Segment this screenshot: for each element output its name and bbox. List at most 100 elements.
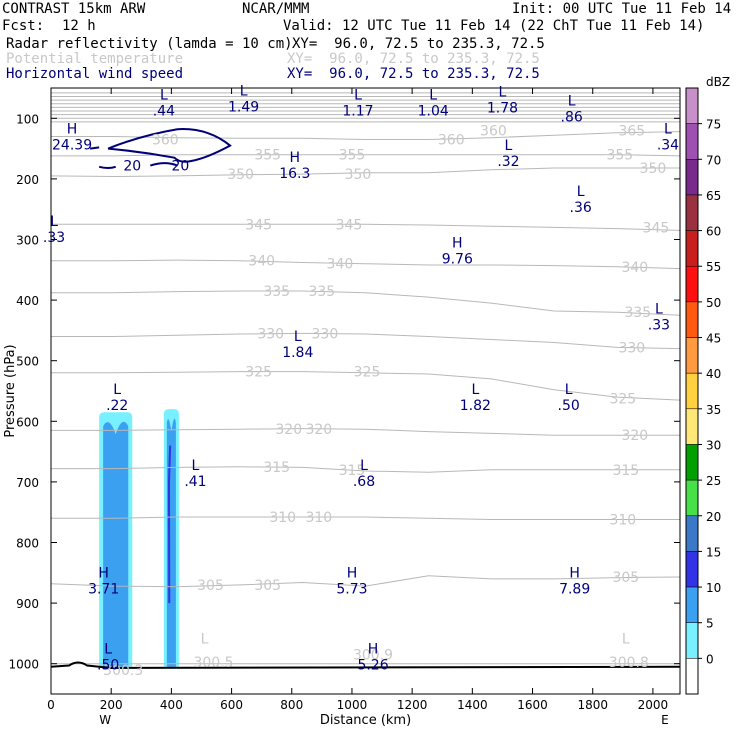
colorbar-label: 5 bbox=[706, 617, 714, 631]
colorbar-label: 10 bbox=[706, 581, 721, 595]
colorbar-label: 55 bbox=[706, 260, 721, 274]
theta-label: 310 bbox=[609, 512, 636, 528]
wind-extremum-value: .32 bbox=[497, 154, 519, 170]
theta-label: 335 bbox=[624, 305, 651, 321]
colorbar-segment bbox=[685, 194, 699, 231]
theta-label: 365 bbox=[618, 123, 645, 139]
theta-label: 305 bbox=[254, 578, 281, 594]
y-tick-label: 900 bbox=[16, 597, 39, 611]
wind-extremum-type: L bbox=[499, 85, 507, 101]
wind-contour-20 bbox=[107, 128, 232, 163]
wind-extremum-value: .68 bbox=[353, 474, 375, 490]
wind-extremum-type: L bbox=[664, 122, 672, 138]
colorbar-unit: dBZ bbox=[706, 75, 730, 89]
wind-extremum-type: H bbox=[347, 566, 358, 582]
x-tick-label: 400 bbox=[160, 698, 183, 712]
theta-contour bbox=[50, 575, 681, 588]
y-tick-label: 700 bbox=[16, 476, 39, 490]
theta-label: 325 bbox=[354, 365, 381, 381]
wind-extremum-type: H bbox=[452, 235, 463, 251]
wind-extremum-value: 1.84 bbox=[282, 345, 313, 361]
colorbar-segment bbox=[685, 372, 699, 410]
valid-time: Valid: 12 UTC Tue 11 Feb 14 (22 ChT Tue … bbox=[283, 18, 705, 34]
theta-label: 330 bbox=[257, 326, 284, 342]
theta-contour bbox=[51, 428, 680, 436]
wind-extremum-type: H bbox=[290, 150, 301, 166]
colorbar-label: 30 bbox=[706, 438, 721, 452]
theta-extremum: L bbox=[201, 632, 209, 648]
field-3-xy: XY= 96.0, 72.5 to 235.3, 72.5 bbox=[287, 66, 540, 82]
wind-extremum-value: 1.04 bbox=[418, 104, 449, 120]
theta-label: 350 bbox=[227, 167, 254, 183]
wind-extremum-value: 16.3 bbox=[279, 166, 310, 182]
wind-extremum-type: L bbox=[240, 83, 248, 99]
theta-label: 305 bbox=[612, 570, 639, 586]
y-tick-label: 100 bbox=[16, 112, 39, 126]
wind-extremum-value: .22 bbox=[106, 398, 128, 414]
wind-extremum-type: L bbox=[568, 94, 576, 110]
field-1-xy: XY= 96.0, 72.5 to 235.3, 72.5 bbox=[292, 36, 545, 52]
theta-label: 345 bbox=[245, 217, 272, 233]
colorbar-label: 20 bbox=[706, 510, 721, 524]
theta-label: 335 bbox=[263, 284, 290, 300]
wind-extremum-value: .34 bbox=[657, 138, 679, 154]
theta-label: 355 bbox=[254, 148, 281, 164]
wind-extremum-value: 5.73 bbox=[336, 582, 367, 598]
x-tick-label: 2000 bbox=[638, 698, 669, 712]
theta-contour bbox=[51, 466, 680, 473]
forecast-label: Fcst: bbox=[2, 18, 45, 34]
theta-label: 325 bbox=[609, 391, 636, 407]
theta-label: 300.5 bbox=[193, 655, 233, 671]
wind-extremum-type: L bbox=[50, 214, 58, 230]
wind-extremum-value: 24.39 bbox=[52, 138, 92, 154]
colorbar-segment bbox=[685, 123, 699, 160]
theta-label: 320 bbox=[305, 422, 332, 438]
theta-label: 315 bbox=[263, 460, 290, 476]
x-end-label-east: E bbox=[661, 713, 669, 727]
wind-contour-label: 20 bbox=[171, 159, 189, 175]
x-end-label-west: W bbox=[99, 713, 111, 727]
colorbar-segment bbox=[685, 622, 699, 659]
colorbar-segment bbox=[685, 159, 699, 196]
wind-extremum-value: .86 bbox=[561, 110, 583, 126]
colorbar-segment bbox=[685, 479, 699, 517]
colorbar-label: 70 bbox=[706, 153, 721, 167]
wind-extremum-type: L bbox=[294, 329, 302, 345]
x-tick-label: 1200 bbox=[397, 698, 428, 712]
colorbar-segment bbox=[685, 87, 699, 124]
x-tick-label: 800 bbox=[280, 698, 303, 712]
plot-area bbox=[51, 88, 680, 694]
colorbar-label: 75 bbox=[706, 118, 721, 132]
wind-extremum-type: L bbox=[429, 88, 437, 104]
y-tick-label: 800 bbox=[16, 537, 39, 551]
wind-extremum-value: 1.49 bbox=[228, 99, 259, 115]
x-tick-label: 600 bbox=[220, 698, 243, 712]
wind-extremum-value: .44 bbox=[153, 104, 175, 120]
wind-extremum-type: H bbox=[368, 641, 379, 657]
wind-extremum-type: L bbox=[104, 641, 112, 657]
reflectivity-streak bbox=[167, 445, 172, 604]
theta-contour bbox=[51, 371, 681, 401]
wind-extremum-type: H bbox=[98, 566, 109, 582]
wind-extremum-type: L bbox=[655, 301, 663, 317]
colorbar-label: 15 bbox=[706, 545, 721, 559]
center-label: NCAR/MMM bbox=[242, 1, 310, 17]
y-tick-label: 200 bbox=[16, 173, 39, 187]
wind-contour-20-lower-b bbox=[150, 162, 178, 167]
field-2-xy: XY= 96.0, 72.5 to 235.3, 72.5 bbox=[287, 51, 540, 67]
colorbar-label: 60 bbox=[706, 225, 721, 239]
theta-contour bbox=[51, 259, 681, 270]
theta-extremum: L bbox=[622, 632, 630, 648]
y-tick-label: 300 bbox=[16, 234, 39, 248]
theta-label: 340 bbox=[621, 260, 648, 276]
field-1-name: Radar reflectivity (lamda = 10 cm) bbox=[6, 36, 293, 52]
wind-extremum-type: L bbox=[113, 382, 121, 398]
wind-contour-20-lower bbox=[98, 165, 117, 169]
theta-label: 300.8 bbox=[609, 655, 649, 671]
x-axis-label: Distance (km) bbox=[320, 713, 411, 728]
colorbar-label: 25 bbox=[706, 474, 721, 488]
wind-extremum-value: 7.89 bbox=[559, 582, 590, 598]
wind-extremum-value: .41 bbox=[184, 474, 206, 490]
plot-frame bbox=[50, 87, 681, 695]
